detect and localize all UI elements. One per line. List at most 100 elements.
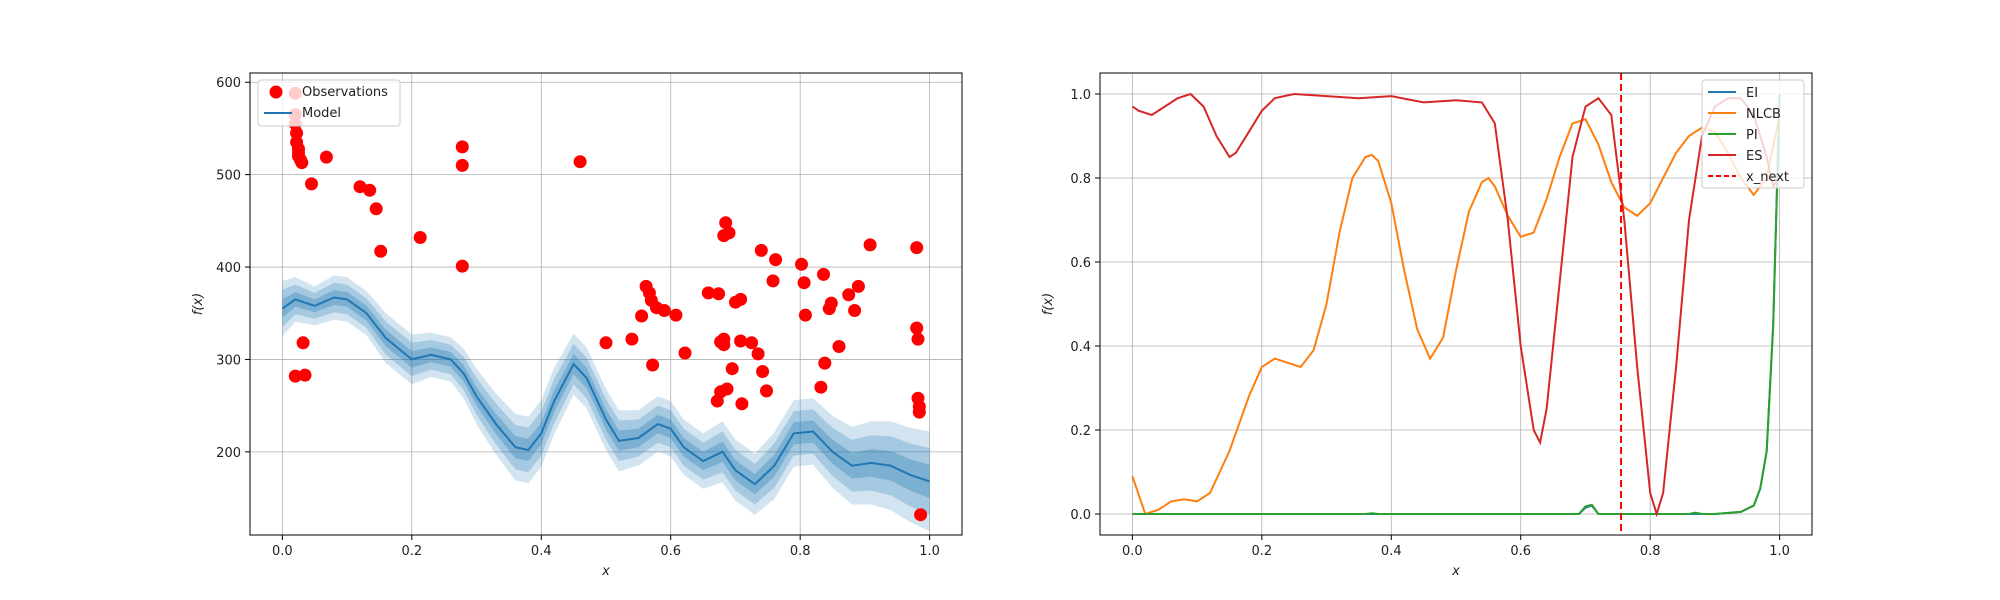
series-line-nlcb [1131, 114, 1781, 516]
observation-point [769, 253, 783, 267]
right-x-axis-label: x [1451, 564, 1460, 579]
right-x-tick-label: 0.4 [1381, 544, 1402, 559]
model-confidence-band-1sigma [282, 290, 930, 498]
right-legend-box [1701, 79, 1805, 189]
observation-point [369, 202, 383, 216]
left-grid [250, 73, 962, 535]
observation-point [842, 288, 856, 302]
observation-point [863, 238, 877, 252]
observation-point [455, 140, 469, 154]
observation-point [455, 259, 469, 273]
model-confidence-band-2sigma [282, 282, 930, 515]
left-y-tick-label: 300 [216, 353, 241, 368]
right-legend: EI NLCB PI ES x_next [1701, 79, 1805, 189]
legend-label-ei: EI [1746, 86, 1758, 101]
observation-point [295, 156, 309, 170]
legend-label-model: Model [302, 106, 341, 121]
observation-point [798, 308, 812, 322]
observation-point [734, 334, 748, 348]
observation-point [914, 508, 928, 522]
observation-point [745, 336, 759, 350]
right-x-tick-label: 1.0 [1769, 544, 1790, 559]
right-x-tick-label: 0.6 [1510, 544, 1531, 559]
left-x-tick-label: 0.8 [790, 544, 811, 559]
legend-label-nlcb: NLCB [1746, 107, 1781, 122]
right-y-tick-label: 0.4 [1070, 340, 1091, 355]
left-y-axis-label: f(x) [191, 293, 206, 315]
observation-point [910, 321, 924, 335]
observation-point [756, 365, 770, 378]
right-x-tick-label: 0.8 [1640, 544, 1661, 559]
left-y-tick-label: 200 [216, 446, 241, 461]
observation-point [657, 304, 671, 317]
left-x-tick-label: 0.2 [401, 544, 422, 559]
observation-point [720, 382, 734, 396]
observation-point [754, 243, 768, 257]
model-mean-line [281, 296, 930, 486]
observation-point [573, 155, 587, 169]
observation-point [795, 257, 808, 271]
observation-point [712, 287, 726, 301]
observation-point [848, 304, 862, 317]
observation-point [910, 241, 924, 255]
legend-label-x-next: x_next [1746, 170, 1789, 185]
left-y-tick-label: 400 [216, 261, 241, 276]
right-y-tick-label: 0.8 [1070, 172, 1091, 187]
series-line-pi [1132, 93, 1781, 515]
left-legend-box [257, 79, 401, 127]
series-line-es [1131, 92, 1781, 518]
right-x-tick-label: 0.2 [1251, 544, 1272, 559]
left-legend: Observations Model [257, 79, 401, 127]
observation-point [851, 279, 865, 293]
left-x-tick-label: 1.0 [919, 544, 940, 559]
observation-point [669, 308, 683, 322]
right-plot-area [1131, 73, 1781, 535]
left-plot-area [281, 86, 930, 532]
legend-label-observations: Observations [302, 85, 388, 100]
left-y-tick-label: 500 [216, 169, 241, 184]
right-y-tick-label: 0.2 [1070, 424, 1091, 439]
left-x-tick-label: 0.6 [660, 544, 681, 559]
observation-point [719, 216, 733, 230]
observation-point [599, 336, 613, 350]
observation-point [319, 150, 333, 164]
observation-point [363, 183, 377, 197]
observation-point [734, 292, 748, 306]
observation-point [735, 397, 749, 411]
right-y-tick-label: 0.0 [1070, 508, 1091, 523]
observation-point [678, 346, 692, 360]
left-y-tick-label: 600 [216, 76, 241, 91]
observation-point [374, 244, 388, 258]
observation-point [725, 362, 739, 376]
right-frame [1099, 72, 1813, 536]
legend-label-es: ES [1746, 149, 1762, 164]
observation-point [832, 340, 846, 353]
left-x-axis-label: x [601, 564, 610, 579]
observation-point [766, 274, 780, 288]
right-y-axis-label: f(x) [1041, 293, 1056, 315]
observation-point [797, 276, 811, 290]
observation-point [814, 380, 828, 394]
legend-marker-observations [269, 85, 283, 99]
right-x-tick-label: 0.0 [1122, 544, 1143, 559]
observation-point [818, 356, 832, 370]
observation-point [701, 286, 715, 300]
model-chart: 0.0 0.2 0.4 0.6 0.8 1.0 200 300 400 500 600 x f(x) Ob… [191, 72, 963, 579]
observation-point [298, 368, 312, 382]
observation-point [646, 358, 660, 372]
observation-point [413, 231, 427, 244]
acquisition-chart: 0.0 0.2 0.4 0.6 0.8 1.0 0.0 0.2 0.4 0.6 0.8 1.0 x f(x… [1041, 72, 1813, 579]
left-x-tick-label: 0.0 [272, 544, 293, 559]
observation-point [722, 226, 736, 240]
left-x-tick-label: 0.4 [531, 544, 552, 559]
left-frame [249, 72, 963, 536]
observation-point [717, 338, 731, 352]
observation-point [912, 405, 926, 419]
observation-point [625, 332, 639, 346]
observation-point [817, 267, 830, 281]
observation-point [296, 336, 310, 350]
right-y-tick-label: 0.6 [1070, 256, 1091, 271]
observation-point [911, 332, 925, 346]
observation-point [455, 158, 469, 172]
